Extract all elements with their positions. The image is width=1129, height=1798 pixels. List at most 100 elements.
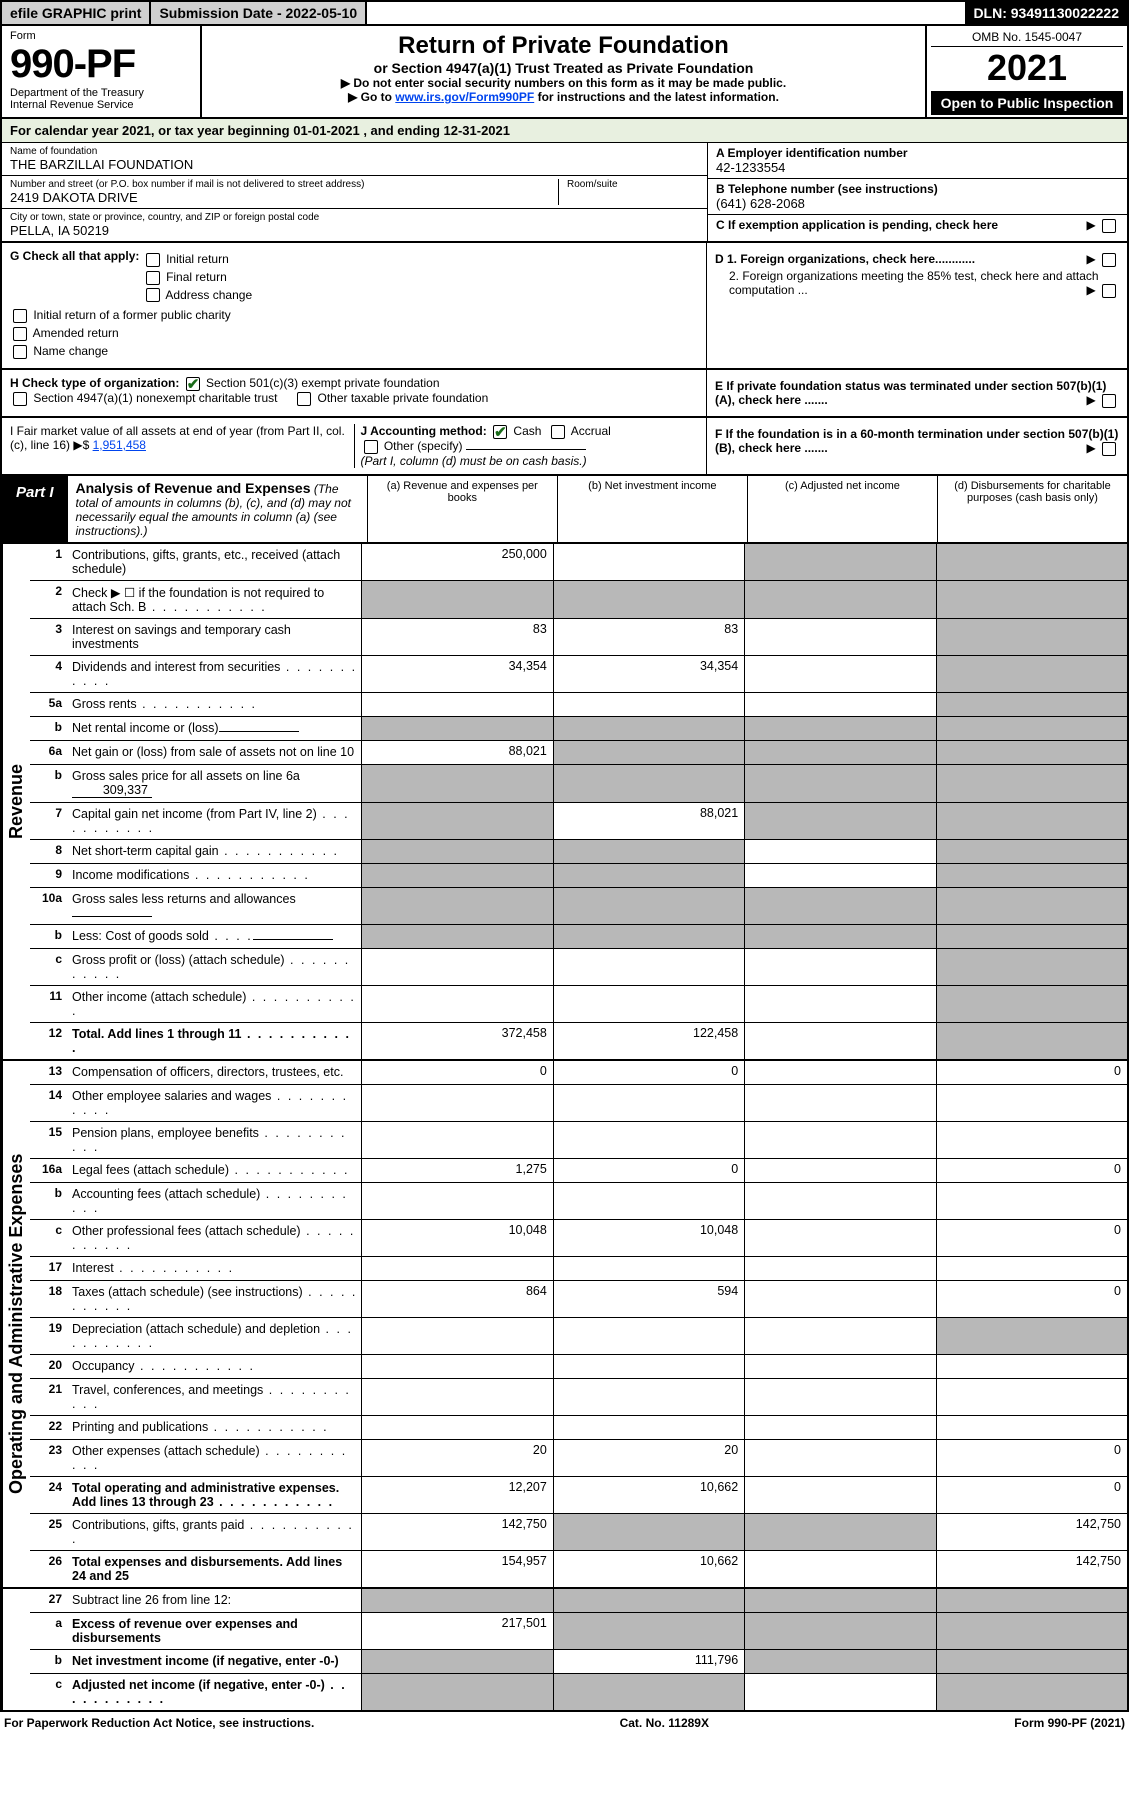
cell-col-d: 142,750 [937,1514,1127,1550]
initial-return-checkbox[interactable] [146,253,160,267]
section-f: F If the foundation is in a 60-month ter… [707,418,1127,474]
cell-col-b [554,1122,745,1158]
exemption-pending-checkbox[interactable] [1102,219,1116,233]
section-d: D 1. Foreign organizations, check here..… [707,243,1127,368]
cell-col-b [554,864,745,887]
cell-col-d [937,544,1127,580]
table-row: 12Total. Add lines 1 through 11372,45812… [30,1023,1127,1059]
table-row: 13Compensation of officers, directors, t… [30,1061,1127,1085]
form-subtitle: or Section 4947(a)(1) Trust Treated as P… [212,60,915,76]
part1-badge: Part I [2,476,68,542]
fmv-link[interactable]: 1,951,458 [93,438,146,452]
cell-col-a: 142,750 [362,1514,553,1550]
section-i-j: I Fair market value of all assets at end… [2,418,707,474]
table-row: 24Total operating and administrative exp… [30,1477,1127,1514]
table-row: 6aNet gain or (loss) from sale of assets… [30,741,1127,765]
cell-col-a [362,1122,553,1158]
row-description: Compensation of officers, directors, tru… [68,1061,362,1084]
cash-checkbox[interactable] [493,425,507,439]
cell-col-b [554,544,745,580]
other-accounting-checkbox[interactable] [364,440,378,454]
cell-col-a [362,1085,553,1121]
cell-col-c [745,925,936,948]
row-number: 1 [30,544,68,580]
60month-termination-checkbox[interactable] [1102,442,1116,456]
row-number: 22 [30,1416,68,1439]
cell-col-d [937,1122,1127,1158]
cell-col-a [362,803,553,839]
expenses-side-label: Operating and Administrative Expenses [2,1061,30,1587]
table-row: 21Travel, conferences, and meetings [30,1379,1127,1416]
cell-col-b [554,1416,745,1439]
table-row: bNet rental income or (loss) [30,717,1127,741]
cell-col-c [745,656,936,692]
inline-amount [72,916,152,917]
table-row: 16aLegal fees (attach schedule)1,27500 [30,1159,1127,1183]
other-taxable-checkbox[interactable] [297,392,311,406]
form-instructions-link[interactable]: www.irs.gov/Form990PF [395,90,534,104]
row-number: 7 [30,803,68,839]
final-return-checkbox[interactable] [146,271,160,285]
cell-col-c [745,1416,936,1439]
row-number: c [30,949,68,985]
cell-col-b: 111,796 [554,1650,745,1673]
name-change-checkbox[interactable] [13,345,27,359]
row-number: b [30,925,68,948]
entity-block: Name of foundation THE BARZILLAI FOUNDAT… [0,143,1129,243]
4947a1-checkbox[interactable] [13,392,27,406]
section-g-d-row: G Check all that apply: Initial return F… [0,243,1129,370]
col-d-header: (d) Disbursements for charitable purpose… [938,476,1127,542]
table-row: 19Depreciation (attach schedule) and dep… [30,1318,1127,1355]
cell-col-d: 0 [937,1477,1127,1513]
tax-year: 2021 [931,47,1123,89]
cell-col-a: 34,354 [362,656,553,692]
table-row: cOther professional fees (attach schedul… [30,1220,1127,1257]
row-number: 8 [30,840,68,863]
cell-col-d [937,717,1127,740]
cell-col-a: 10,048 [362,1220,553,1256]
section-h: H Check type of organization: Section 50… [2,370,707,416]
501c3-checkbox[interactable] [186,377,200,391]
address-change-checkbox[interactable] [146,288,160,302]
row-number: 27 [30,1589,68,1612]
cell-col-b [554,1183,745,1219]
cell-col-c [745,693,936,716]
cell-col-b: 0 [554,1159,745,1182]
efile-label[interactable]: efile GRAPHIC print [2,2,151,24]
row-number: 5a [30,693,68,716]
cell-col-c [745,949,936,985]
cell-col-d: 0 [937,1061,1127,1084]
row-description: Travel, conferences, and meetings [68,1379,362,1415]
row-number: 18 [30,1281,68,1317]
cell-col-a: 154,957 [362,1551,553,1587]
status-terminated-checkbox[interactable] [1102,394,1116,408]
cell-col-b [554,1379,745,1415]
cell-col-a [362,1416,553,1439]
foreign-85pct-checkbox[interactable] [1102,284,1116,298]
row-number: 24 [30,1477,68,1513]
cell-col-c [745,1650,936,1673]
part1-header: Part I Analysis of Revenue and Expenses … [0,476,1129,544]
row-number: 12 [30,1023,68,1059]
form-title: Return of Private Foundation [212,32,915,60]
cell-col-c [745,1220,936,1256]
row-number: b [30,1650,68,1673]
cell-col-c [745,840,936,863]
accrual-checkbox[interactable] [551,425,565,439]
cell-col-b [554,765,745,802]
cell-col-a [362,1379,553,1415]
open-to-public: Open to Public Inspection [931,91,1123,115]
initial-former-checkbox[interactable] [13,309,27,323]
phone-cell: B Telephone number (see instructions) (6… [708,179,1127,215]
cell-col-d [937,1085,1127,1121]
foreign-org-checkbox[interactable] [1102,253,1116,267]
cell-col-c [745,1183,936,1219]
cell-col-b [554,888,745,924]
cell-col-c [745,1379,936,1415]
row-description: Net gain or (loss) from sale of assets n… [68,741,362,764]
dln: DLN: 93491130022222 [965,2,1127,24]
cell-col-a [362,949,553,985]
amended-return-checkbox[interactable] [13,327,27,341]
cell-col-a [362,717,553,740]
row-number: b [30,717,68,740]
